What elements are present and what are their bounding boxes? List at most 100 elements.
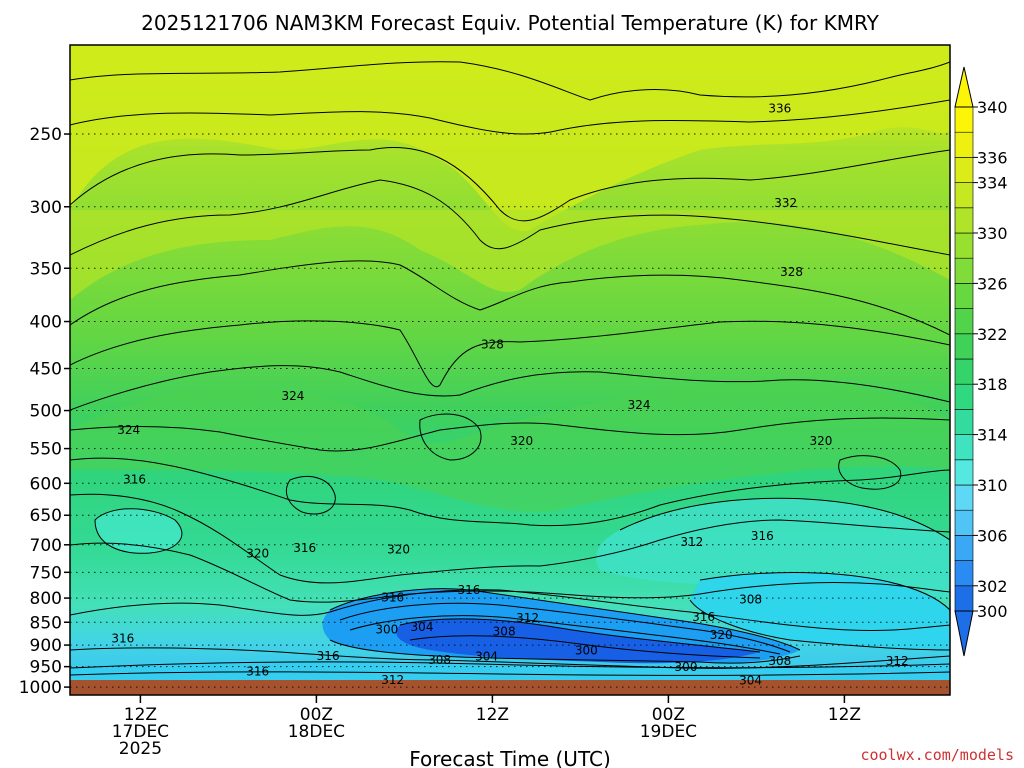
field-shade-mid bbox=[70, 380, 950, 513]
contour-label-text: 316 bbox=[751, 529, 774, 543]
contour-label-text: 312 bbox=[381, 673, 404, 687]
contour-label: 320 bbox=[510, 434, 533, 448]
contour-line bbox=[70, 320, 950, 388]
contour-label: 316 bbox=[123, 472, 146, 486]
y-gridlines bbox=[70, 133, 950, 688]
contour-label-text: 316 bbox=[381, 591, 404, 605]
x-tick-label: 12Z bbox=[476, 705, 509, 725]
contour-label: 312 bbox=[381, 673, 404, 687]
contour-label-text: 336 bbox=[768, 102, 791, 116]
colorbar-segment bbox=[954, 585, 974, 612]
colorbar-segment bbox=[954, 106, 974, 133]
contour-label: 300 bbox=[675, 660, 698, 674]
contour-label-text: 324 bbox=[281, 389, 304, 403]
contour-label-text: 332 bbox=[774, 196, 797, 210]
colorbar: 340 336 334 330 326 322 318 314 310 306 302 300 bbox=[954, 66, 1008, 657]
contour-label: 308 bbox=[493, 625, 516, 639]
y-tick-label: 1000 bbox=[19, 678, 62, 698]
contour-lines bbox=[70, 61, 950, 676]
colorbar-segment bbox=[954, 308, 974, 335]
contour-label: 328 bbox=[481, 338, 504, 352]
x-axis-title: Forecast Time (UTC) bbox=[409, 747, 611, 768]
colorbar-segment bbox=[954, 358, 974, 385]
contour-label: 312 bbox=[516, 611, 539, 625]
contour-line bbox=[70, 493, 950, 584]
contour-line bbox=[94, 508, 183, 554]
contour-line bbox=[329, 639, 801, 664]
contour-line bbox=[70, 179, 950, 256]
contour-label: 336 bbox=[768, 102, 791, 116]
contour-label: 312 bbox=[680, 535, 703, 549]
colorbar-segment bbox=[954, 131, 974, 158]
contour-line bbox=[70, 589, 950, 632]
field-shade-cyan-right bbox=[596, 498, 950, 600]
contour-line bbox=[619, 497, 950, 541]
contour-label: 320 bbox=[246, 547, 269, 561]
contour-line bbox=[838, 455, 902, 490]
contour-label: 308 bbox=[768, 654, 791, 668]
y-tick-label: 250 bbox=[30, 125, 62, 145]
colorbar-segment bbox=[954, 257, 974, 284]
contour-label-text: 316 bbox=[692, 610, 715, 624]
y-tick-label: 350 bbox=[30, 259, 62, 279]
colorbar-label: 314 bbox=[977, 426, 1008, 445]
contour-label-text: 328 bbox=[780, 265, 803, 279]
y-tick-label: 950 bbox=[30, 658, 62, 678]
contour-label-text: 320 bbox=[510, 434, 533, 448]
colorbar-label: 300 bbox=[977, 602, 1008, 621]
colorbar-label: 322 bbox=[977, 325, 1008, 344]
colorbar-segment bbox=[954, 434, 974, 461]
contour-label: 312 bbox=[886, 654, 909, 668]
x-tick-label: 12Z bbox=[124, 705, 157, 725]
contour-line bbox=[70, 365, 950, 411]
x-tick-year: 2025 bbox=[119, 739, 162, 759]
credit-text: coolwx.com/models bbox=[860, 746, 1014, 764]
colorbar-segment bbox=[954, 207, 974, 234]
field-shade-upper bbox=[70, 45, 950, 232]
contour-label-text: 324 bbox=[628, 398, 651, 412]
colorbar-segment bbox=[954, 283, 974, 309]
contour-label: 320 bbox=[710, 628, 733, 642]
colorbar-label: 336 bbox=[977, 148, 1008, 167]
contour-label-text: 324 bbox=[117, 423, 140, 437]
colorbar-segment bbox=[954, 182, 974, 209]
contour-label-text: 304 bbox=[475, 650, 498, 664]
contour-line bbox=[70, 417, 950, 452]
x-tick-label: 00Z bbox=[652, 705, 685, 725]
colorbar-segment bbox=[954, 459, 974, 486]
contour-label: 324 bbox=[628, 398, 651, 412]
contour-label-text: 300 bbox=[375, 622, 398, 636]
colorbar-label: 318 bbox=[977, 375, 1008, 394]
contour-line bbox=[339, 602, 791, 653]
contour-line bbox=[409, 635, 761, 659]
y-tick-label: 500 bbox=[30, 402, 62, 422]
contour-label-text: 308 bbox=[428, 653, 451, 667]
contour-line bbox=[70, 661, 950, 669]
x-tick-date: 18DEC bbox=[288, 722, 345, 742]
contour-label: 316 bbox=[751, 529, 774, 543]
y-tick-label: 650 bbox=[30, 506, 62, 526]
colorbar-segment bbox=[954, 383, 974, 410]
contour-label: 300 bbox=[375, 622, 398, 636]
contour-label-text: 316 bbox=[123, 472, 146, 486]
contour-label: 332 bbox=[774, 196, 797, 210]
contour-line bbox=[70, 457, 950, 527]
colorbar-label: 334 bbox=[977, 174, 1008, 193]
contour-label: 328 bbox=[780, 265, 803, 279]
chart-title: 2025121706 NAM3KM Forecast Equiv. Potent… bbox=[141, 11, 879, 35]
contour-label-text: 316 bbox=[293, 541, 316, 555]
colorbar-segment bbox=[954, 535, 974, 561]
contour-label-text: 316 bbox=[317, 649, 340, 663]
contour-line bbox=[286, 476, 336, 515]
field-shade-deep-blue bbox=[396, 618, 760, 664]
contour-line bbox=[699, 572, 950, 611]
contour-label: 304 bbox=[739, 674, 762, 688]
contour-labels: 336 332 328 328 324 324 324 320 320 316 320 316 320 3… bbox=[111, 102, 909, 688]
contour-label-text: 320 bbox=[246, 547, 269, 561]
y-tick-label: 300 bbox=[30, 198, 62, 218]
x-tick-date: 17DEC bbox=[112, 722, 169, 742]
contour-label: 316 bbox=[317, 649, 340, 663]
contour-label-text: 308 bbox=[768, 654, 791, 668]
colorbar-label: 330 bbox=[977, 224, 1008, 243]
contour-label: 304 bbox=[475, 650, 498, 664]
